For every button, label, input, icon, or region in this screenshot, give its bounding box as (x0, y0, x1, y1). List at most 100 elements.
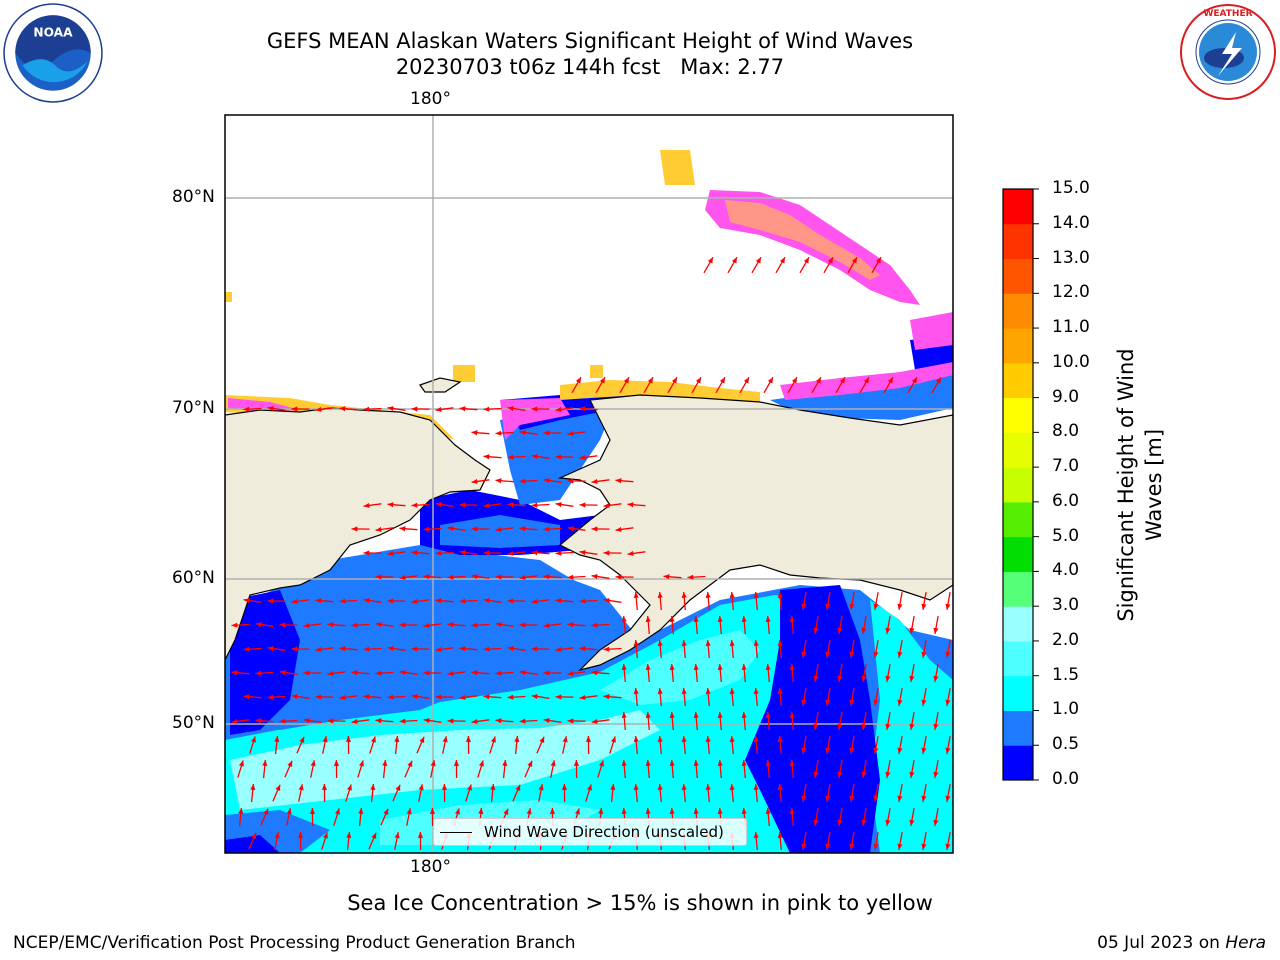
wind-wave-arrow (885, 711, 891, 731)
wind-wave-arrow (543, 526, 562, 532)
wind-wave-arrow (519, 718, 538, 724)
wind-wave-arrow (849, 831, 855, 851)
colorbar-segment (1003, 362, 1033, 399)
wind-wave-arrow (591, 573, 610, 580)
wind-wave-arrow (382, 759, 388, 779)
wind-wave-arrow (514, 735, 520, 755)
wind-wave-arrow (835, 376, 846, 394)
wind-wave-arrow (447, 622, 466, 628)
wind-wave-arrow (399, 669, 418, 676)
wind-wave-arrow (741, 615, 747, 635)
wind-wave-arrow (346, 831, 352, 851)
wind-wave-arrow (370, 783, 376, 803)
colorbar-tick-label: 1.5 (1052, 664, 1080, 685)
wind-wave-arrow (703, 256, 714, 274)
wind-wave-arrow (823, 256, 834, 274)
wind-wave-arrow (279, 669, 298, 676)
wind-wave-arrow (633, 735, 639, 755)
wind-wave-arrow (579, 694, 598, 700)
land (225, 377, 953, 672)
wind-wave-arrow (909, 615, 915, 635)
wind-wave-arrow (777, 639, 783, 659)
wind-wave-arrow (633, 591, 639, 611)
wind-wave-arrow (579, 454, 598, 460)
wind-wave-arrow (945, 783, 951, 803)
wind-wave-arrow (663, 574, 682, 580)
wind-wave-arrow (543, 574, 562, 580)
wind-wave-arrow (813, 663, 819, 683)
wind-wave-arrow (777, 831, 783, 851)
colorbar-tick-label: 3.0 (1052, 595, 1080, 616)
lon-label-bottom: 180° (410, 857, 451, 877)
wind-wave-arrow (729, 783, 735, 803)
wind-wave-arrow (717, 711, 723, 731)
wind-wave-arrow (489, 736, 496, 754)
wind-wave-arrow (681, 639, 687, 659)
noaa-logo: NOAA (3, 3, 103, 103)
wind-wave-arrow (368, 832, 377, 850)
wind-wave-arrow (435, 646, 454, 652)
wind-wave-arrow (291, 598, 310, 604)
wind-wave-arrow (562, 736, 568, 754)
wind-wave-arrow (753, 783, 759, 803)
wind-wave-arrow (931, 376, 942, 394)
wind-wave-arrow (645, 711, 651, 731)
wind-wave-arrow (358, 807, 364, 827)
wind-wave-arrow (267, 694, 286, 700)
wind-wave-arrow (765, 807, 771, 827)
wind-wave-arrow (729, 735, 735, 755)
wind-wave-arrow (423, 622, 442, 628)
wind-wave-arrow (873, 831, 879, 851)
wind-wave-arrow (657, 687, 663, 707)
wind-wave-arrow (471, 622, 490, 628)
title-line-1: GEFS MEAN Alaskan Waters Significant Hei… (266, 29, 914, 53)
wind-wave-arrow (418, 784, 424, 802)
wind-wave-arrow (555, 406, 574, 412)
wind-wave-arrow (459, 694, 478, 700)
wind-wave-arrow (777, 687, 783, 707)
wind-wave-arrow (231, 718, 250, 724)
wind-wave-arrow (705, 783, 711, 803)
wind-wave-arrow (531, 550, 550, 556)
wind-wave-arrow (375, 718, 394, 724)
wind-wave-arrow (753, 687, 759, 707)
wind-wave-arrow (567, 622, 586, 628)
wind-wave-arrow (495, 621, 514, 628)
wind-wave-arrow (471, 430, 490, 436)
wind-wave-arrow (483, 694, 502, 700)
footer-date: 05 Jul 2023 on Hera (1097, 933, 1266, 953)
wind-wave-arrow (524, 760, 533, 778)
wind-wave-arrow (507, 502, 526, 508)
wind-wave-arrow (813, 807, 819, 827)
wind-wave-arrow (447, 670, 466, 676)
wind-wave-arrow (765, 711, 771, 731)
wind-wave-arrow (483, 646, 502, 652)
wind-wave-arrow (603, 694, 622, 700)
wind-wave-arrow (825, 639, 831, 659)
wind-wave-arrow (567, 430, 586, 436)
wind-wave-arrow (459, 598, 478, 604)
wind-wave-arrow (465, 784, 472, 802)
svg-text:NOAA: NOAA (33, 26, 73, 40)
wind-wave-arrow (897, 831, 903, 851)
wind-wave-arrow (471, 573, 490, 580)
wind-wave-arrow (621, 759, 627, 779)
wind-wave-arrow (741, 711, 747, 731)
lat-label-60: 60°N (172, 568, 215, 588)
wind-wave-arrow (897, 639, 903, 659)
wind-wave-arrow (322, 736, 328, 754)
wind-wave-arrow (921, 783, 927, 803)
wind-wave-arrow (286, 808, 292, 826)
wind-wave-arrow (861, 615, 867, 635)
wind-wave-arrow (423, 574, 442, 580)
wind-wave-arrow (519, 669, 538, 676)
wind-wave-arrow (351, 622, 370, 628)
wind-wave-arrow (555, 598, 574, 604)
wind-wave-arrow (471, 478, 490, 484)
wind-wave-arrow (717, 663, 723, 683)
wind-wave-arrow (801, 783, 807, 803)
wind-wave-arrow (633, 687, 639, 707)
wind-wave-arrow (609, 736, 616, 754)
wind-wave-arrow (885, 807, 891, 827)
wind-wave-arrow (705, 687, 711, 707)
